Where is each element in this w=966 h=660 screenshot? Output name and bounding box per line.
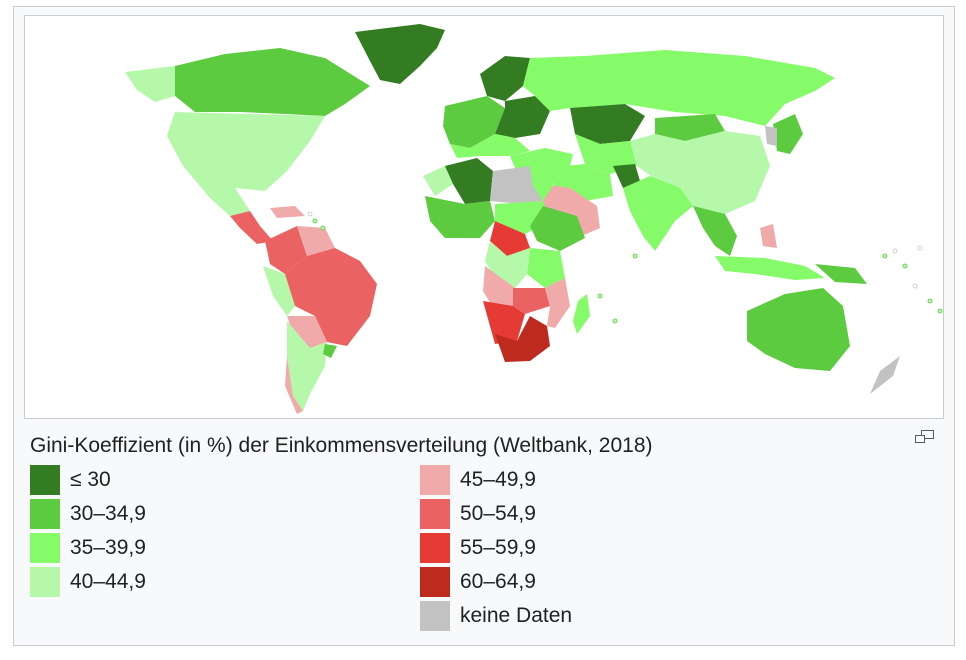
region-philippines bbox=[760, 224, 777, 248]
region-greenland bbox=[355, 24, 445, 84]
legend-swatch bbox=[30, 465, 60, 495]
region-iran-iraq bbox=[545, 164, 613, 201]
legend-label: 55–59,9 bbox=[460, 536, 536, 559]
region-korea-japan bbox=[773, 114, 803, 154]
region-southeast-asia bbox=[693, 206, 737, 256]
region-india bbox=[623, 176, 693, 251]
island-markers-nodata bbox=[307, 211, 923, 289]
region-uruguay bbox=[323, 344, 337, 358]
region-west-africa bbox=[425, 196, 495, 238]
legend-label: keine Daten bbox=[460, 604, 573, 627]
region-usa bbox=[167, 112, 325, 191]
region-mongolia bbox=[655, 114, 725, 141]
region-antarctic-hint bbox=[765, 126, 777, 146]
region-china bbox=[630, 131, 770, 214]
region-venezuela-guyana bbox=[297, 226, 335, 256]
region-namibia bbox=[483, 301, 525, 344]
region-chile-south bbox=[285, 356, 303, 414]
legend-label: 45–49,9 bbox=[460, 468, 536, 491]
region-morocco bbox=[423, 166, 453, 196]
region-indonesia bbox=[715, 256, 825, 280]
world-map[interactable] bbox=[24, 15, 944, 419]
region-south-europe bbox=[450, 134, 530, 158]
legend-swatch bbox=[420, 499, 450, 529]
region-mexico bbox=[183, 166, 250, 216]
region-argentina-chile bbox=[287, 321, 327, 411]
island-markers bbox=[312, 218, 943, 324]
legend-label: 30–34,9 bbox=[70, 502, 146, 525]
region-afghanistan bbox=[613, 164, 640, 188]
legend-swatch bbox=[420, 533, 450, 563]
legend-label: ≤ 30 bbox=[70, 468, 111, 491]
region-turkey-caucasus bbox=[510, 148, 573, 171]
legend-label: 60–64,9 bbox=[460, 570, 536, 593]
region-arabia bbox=[540, 184, 600, 238]
legend-swatch bbox=[420, 465, 450, 495]
region-kazakhstan bbox=[570, 104, 645, 144]
region-new-zealand bbox=[870, 356, 900, 394]
region-bolivia-paraguay bbox=[287, 316, 327, 348]
region-east-europe bbox=[495, 96, 550, 138]
region-central-african bbox=[490, 221, 530, 256]
map-figure: Gini-Koeffizient (in %) der Einkommensve… bbox=[13, 6, 955, 646]
region-colombia bbox=[265, 226, 307, 274]
region-ecuador-peru bbox=[263, 266, 295, 316]
legend-swatch bbox=[420, 567, 450, 597]
region-madagascar bbox=[573, 294, 590, 334]
region-algeria bbox=[445, 158, 493, 204]
region-angola bbox=[483, 266, 515, 311]
region-mozambique bbox=[545, 278, 570, 328]
legend-swatch bbox=[30, 567, 60, 597]
region-canada bbox=[175, 48, 370, 116]
region-ethiopia bbox=[530, 206, 585, 251]
region-scandinavia bbox=[480, 56, 530, 101]
legend-swatch bbox=[30, 499, 60, 529]
region-caribbean bbox=[270, 206, 305, 218]
legend-swatch bbox=[420, 601, 450, 631]
region-new-guinea bbox=[815, 264, 867, 284]
region-south-africa bbox=[495, 316, 550, 362]
magnify-clip-icon[interactable] bbox=[914, 429, 936, 445]
region-brazil bbox=[285, 248, 377, 346]
legend-swatch bbox=[30, 533, 60, 563]
map-caption: Gini-Koeffizient (in %) der Einkommensve… bbox=[30, 434, 653, 457]
region-west-europe bbox=[443, 96, 505, 148]
legend-label: 50–54,9 bbox=[460, 502, 536, 525]
region-central-america bbox=[230, 211, 273, 244]
legend-label: 35–39,9 bbox=[70, 536, 146, 559]
region-russia bbox=[523, 50, 835, 126]
region-central-asia bbox=[575, 134, 637, 174]
region-alaska bbox=[125, 66, 175, 102]
world-map-svg bbox=[125, 24, 943, 414]
region-east-africa bbox=[527, 248, 565, 288]
legend-label: 40–44,9 bbox=[70, 570, 146, 593]
region-egypt bbox=[530, 166, 553, 201]
region-zambia bbox=[513, 288, 550, 314]
region-australia bbox=[747, 288, 850, 371]
